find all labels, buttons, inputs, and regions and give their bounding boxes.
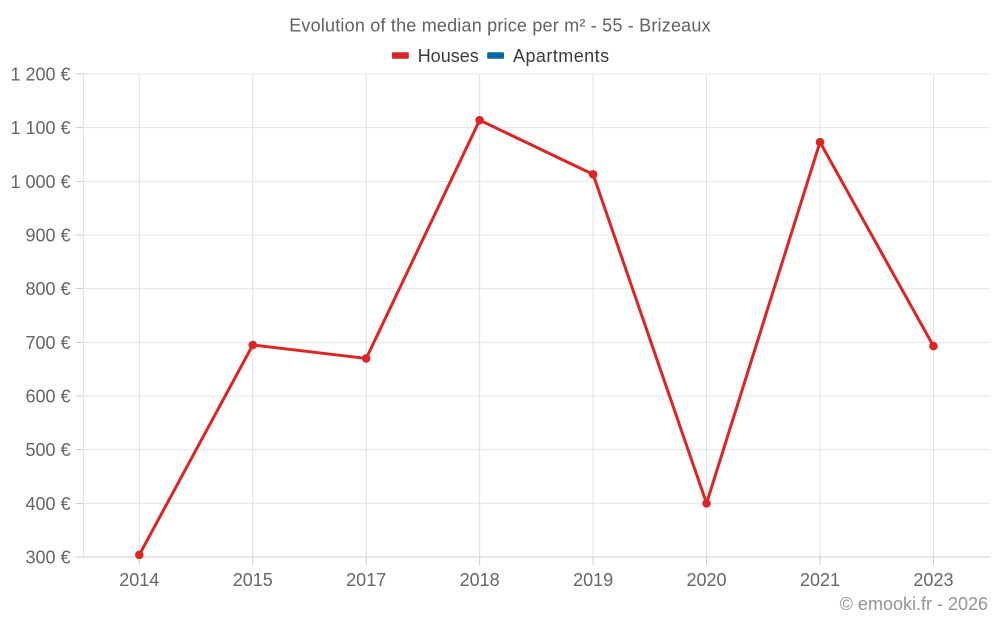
svg-text:Evolution of the median price: Evolution of the median price per m² - 5…: [289, 16, 711, 36]
svg-text:2021: 2021: [800, 570, 840, 590]
svg-text:© emooki.fr - 2026: © emooki.fr - 2026: [840, 594, 988, 614]
svg-text:2019: 2019: [573, 570, 613, 590]
svg-text:1 200 €: 1 200 €: [10, 65, 70, 85]
svg-text:2015: 2015: [233, 570, 273, 590]
svg-text:2020: 2020: [687, 570, 727, 590]
svg-text:2014: 2014: [119, 570, 159, 590]
svg-text:Houses: Houses: [418, 46, 479, 66]
svg-text:Apartments: Apartments: [513, 46, 610, 66]
svg-text:600 €: 600 €: [25, 387, 70, 407]
svg-text:800 €: 800 €: [25, 279, 70, 299]
svg-text:1 100 €: 1 100 €: [10, 118, 70, 138]
svg-text:300 €: 300 €: [25, 548, 70, 568]
svg-text:1 000 €: 1 000 €: [10, 172, 70, 192]
svg-text:900 €: 900 €: [25, 226, 70, 246]
svg-text:2023: 2023: [913, 570, 953, 590]
svg-text:400 €: 400 €: [25, 494, 70, 514]
svg-text:500 €: 500 €: [25, 440, 70, 460]
svg-text:700 €: 700 €: [25, 333, 70, 353]
svg-text:2017: 2017: [346, 570, 386, 590]
svg-text:2018: 2018: [460, 570, 500, 590]
